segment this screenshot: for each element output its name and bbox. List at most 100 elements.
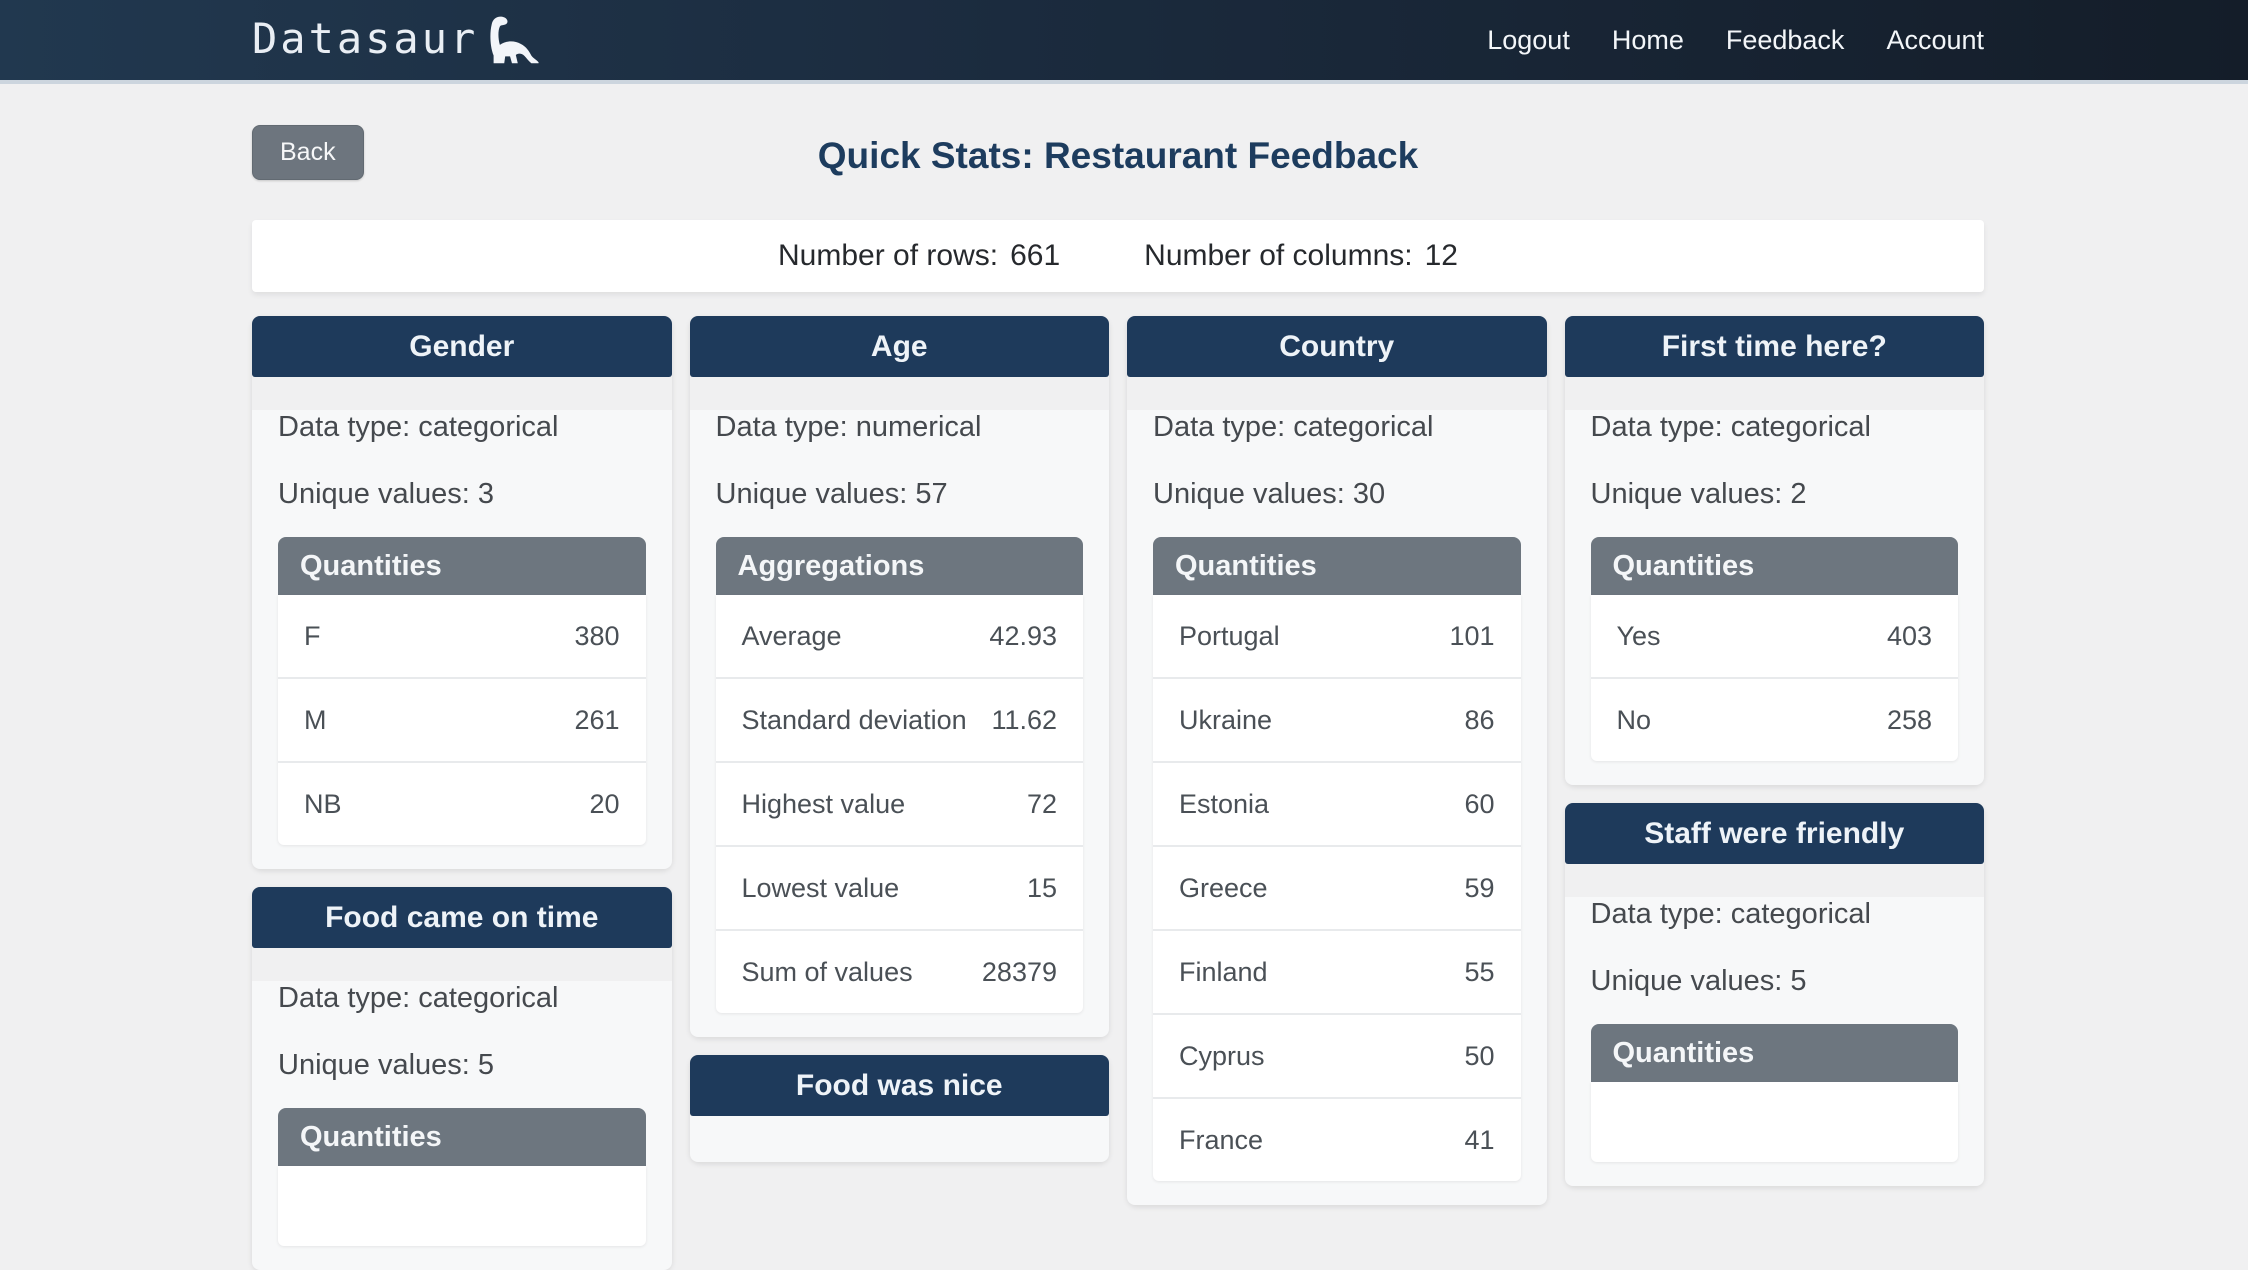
row-label: Average bbox=[741, 621, 842, 651]
card-title: Gender bbox=[252, 316, 672, 377]
title-row: Back Quick Stats: Restaurant Feedback bbox=[252, 124, 1984, 188]
table-row: Finland 55 bbox=[1153, 929, 1521, 1013]
main-content: Back Quick Stats: Restaurant Feedback Nu… bbox=[252, 124, 1984, 1270]
card-meta: Data type: categorical bbox=[1153, 411, 1434, 443]
stat-card-staff-were-friendly: Staff were friendly Data type: categorica… bbox=[1564, 803, 1984, 1186]
nav-link-feedback[interactable]: Feedback bbox=[1725, 24, 1845, 55]
row-label: Cyprus bbox=[1179, 1041, 1265, 1071]
rows-count: Number of rows: 661 bbox=[778, 239, 1060, 273]
stat-card-age: Age Data type: numerical Unique values: 57… bbox=[689, 316, 1109, 1037]
back-button[interactable]: Back bbox=[252, 125, 364, 180]
subtable-rows: Portugal 101 Ukraine 86 Estonia 60 Greece 59 Fin… bbox=[1153, 595, 1521, 1181]
row-label: France bbox=[1179, 1125, 1264, 1155]
row-value: 72 bbox=[1026, 789, 1057, 819]
row-value: 50 bbox=[1464, 1041, 1495, 1071]
subtable-rows bbox=[1590, 1082, 1958, 1162]
stat-card-gender: Gender Data type: categorical Unique value… bbox=[252, 316, 672, 869]
card-meta: Unique values: 5 bbox=[1590, 965, 1807, 997]
stats-grid: Gender Data type: categorical Unique value… bbox=[252, 316, 1984, 1270]
subtable-title: Quantities bbox=[278, 1108, 646, 1166]
dinosaur-icon bbox=[490, 16, 539, 64]
card-title: First time here? bbox=[1564, 316, 1984, 377]
card-meta: Unique values: 3 bbox=[278, 478, 495, 510]
grid-column-4: First time here? Data type: categorical Un… bbox=[1564, 316, 1984, 1186]
table-row: Sum of values 28379 bbox=[715, 929, 1083, 1013]
card-title: Food was nice bbox=[689, 1055, 1109, 1116]
stat-card-food-was-nice: Food was nice bbox=[689, 1055, 1109, 1162]
table-row: F 380 bbox=[278, 595, 646, 677]
subtable-rows: Average 42.93 Standard deviation 11.62 Highe… bbox=[715, 595, 1084, 1013]
row-label: Estonia bbox=[1179, 789, 1270, 819]
row-label: Yes bbox=[1616, 621, 1661, 651]
row-value: 59 bbox=[1464, 873, 1495, 903]
subtable: Quantities F 380 M 261 NB 20 bbox=[278, 537, 646, 845]
row-label: Ukraine bbox=[1179, 705, 1273, 735]
row-value: 42.93 bbox=[989, 621, 1057, 651]
subtable-rows: F 380 M 261 NB 20 bbox=[278, 595, 646, 845]
card-title: Country bbox=[1127, 316, 1547, 377]
table-row: Cyprus 50 bbox=[1153, 1013, 1521, 1097]
row-value: 11.62 bbox=[991, 705, 1057, 735]
card-meta: Data type: categorical bbox=[1590, 411, 1871, 443]
row-label: M bbox=[304, 705, 327, 735]
subtable-title: Quantities bbox=[1153, 537, 1521, 595]
nav-link-home[interactable]: Home bbox=[1611, 24, 1684, 55]
rows-count-value: 661 bbox=[1010, 239, 1061, 272]
table-row: No 258 bbox=[1590, 677, 1958, 761]
page-title: Quick Stats: Restaurant Feedback bbox=[817, 135, 1419, 176]
row-value: 41 bbox=[1464, 1125, 1495, 1155]
card-meta: Data type: categorical bbox=[1590, 898, 1871, 930]
card-body: Data type: numerical Unique values: 57 Agg… bbox=[689, 410, 1109, 1037]
table-row: Average 42.93 bbox=[716, 595, 1084, 677]
subtable-rows: Yes 403 No 258 bbox=[1590, 595, 1959, 761]
brand-name: Datasaur bbox=[252, 14, 479, 63]
nav-link-logout[interactable]: Logout bbox=[1487, 24, 1570, 55]
subtable-rows bbox=[278, 1166, 646, 1246]
subtable: Quantities Yes 403 No 258 bbox=[1590, 537, 1959, 761]
card-title: Staff were friendly bbox=[1564, 803, 1984, 864]
columns-count-value: 12 bbox=[1424, 239, 1458, 272]
card-meta: Unique values: 5 bbox=[278, 1049, 495, 1081]
row-value: 380 bbox=[574, 621, 620, 651]
grid-column-1: Gender Data type: categorical Unique value… bbox=[252, 316, 672, 1270]
subtable: Quantities bbox=[1590, 1024, 1958, 1162]
subtable-title: Quantities bbox=[278, 537, 646, 595]
card-body: Data type: categorical Unique values: 5 Qu… bbox=[252, 981, 672, 1270]
subtable: Quantities Portugal 101 Ukraine 86 Estonia 60 G… bbox=[1153, 537, 1521, 1181]
table-row: France 41 bbox=[1153, 1097, 1521, 1181]
subtable-title: Quantities bbox=[1590, 1024, 1958, 1082]
row-label: Greece bbox=[1179, 873, 1268, 903]
nav-links: Logout Home Feedback Account bbox=[1487, 24, 1984, 55]
table-row: Yes 403 bbox=[1591, 595, 1959, 677]
row-value: 258 bbox=[1886, 705, 1932, 735]
table-row: Estonia 60 bbox=[1153, 761, 1521, 845]
grid-column-3: Country Data type: categorical Unique valu… bbox=[1127, 316, 1547, 1205]
table-row: Portugal 101 bbox=[1153, 595, 1521, 677]
nav-link-account[interactable]: Account bbox=[1886, 24, 1984, 55]
row-value: 20 bbox=[589, 789, 620, 819]
row-label: Standard deviation bbox=[741, 705, 967, 735]
card-body: Data type: categorical Unique values: 5 Qu… bbox=[1564, 897, 1984, 1186]
card-meta: Unique values: 2 bbox=[1590, 478, 1807, 510]
card-body bbox=[689, 1116, 1109, 1162]
card-body: Data type: categorical Unique values: 2 Qu… bbox=[1564, 410, 1984, 785]
row-label: Finland bbox=[1179, 957, 1268, 987]
table-row: Ukraine 86 bbox=[1153, 677, 1521, 761]
columns-count-label: Number of columns: bbox=[1144, 239, 1413, 272]
row-value: 86 bbox=[1464, 705, 1495, 735]
row-label: Lowest value bbox=[741, 873, 900, 903]
table-row: Lowest value 15 bbox=[715, 845, 1083, 929]
stat-card-first-time-here: First time here? Data type: categorical Un… bbox=[1564, 316, 1984, 785]
subtable: Aggregations Average 42.93 Standard deviati… bbox=[715, 537, 1084, 1013]
row-label: No bbox=[1616, 705, 1652, 735]
table-row: Greece 59 bbox=[1153, 845, 1521, 929]
card-meta: Data type: categorical bbox=[278, 411, 559, 443]
card-title: Food came on time bbox=[252, 887, 672, 948]
row-value: 403 bbox=[1886, 621, 1932, 651]
card-body: Data type: categorical Unique values: 30 Q… bbox=[1127, 410, 1547, 1205]
subtable: Quantities bbox=[278, 1108, 646, 1246]
rows-count-label: Number of rows: bbox=[778, 239, 999, 272]
table-row: Highest value 72 bbox=[715, 761, 1083, 845]
table-row: Standard deviation 11.62 bbox=[715, 677, 1083, 761]
brand[interactable]: Datasaur bbox=[252, 12, 540, 68]
